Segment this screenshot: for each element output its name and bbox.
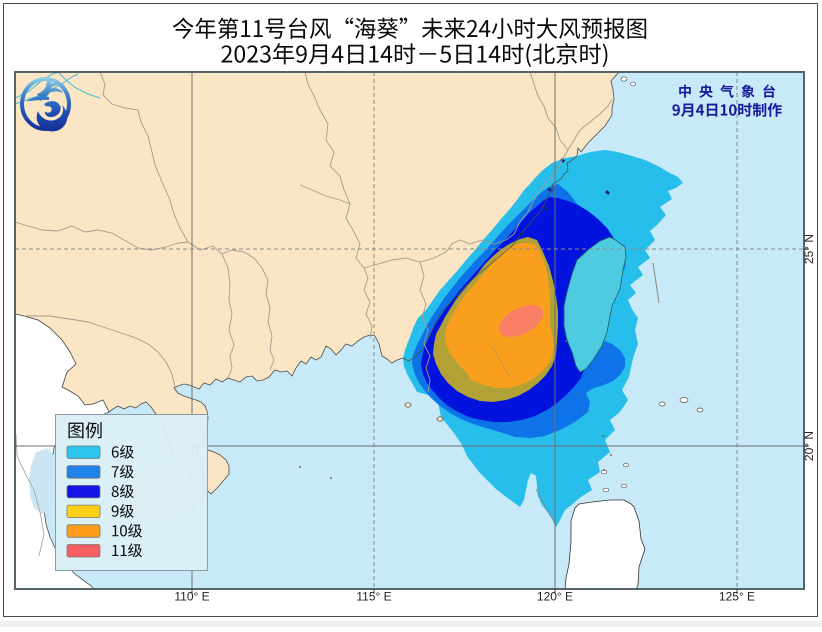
svg-text:115° E: 115° E (356, 590, 391, 604)
svg-text:125° E: 125° E (719, 590, 755, 604)
svg-text:120° E: 120° E (537, 590, 573, 604)
svg-text:25° N: 25° N (802, 234, 816, 264)
svg-text:110° E: 110° E (174, 590, 209, 604)
svg-text:20° N: 20° N (802, 431, 816, 461)
